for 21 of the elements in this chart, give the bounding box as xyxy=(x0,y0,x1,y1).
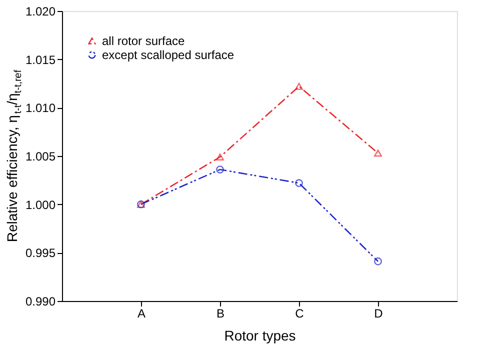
point xyxy=(216,166,224,174)
y-axis-title: Relative efficiency, ηt-t/ηt-t,ref xyxy=(4,70,24,242)
x-tick-label: C xyxy=(295,306,304,320)
y-tick-label: 1.000 xyxy=(25,198,56,212)
y-tick-label: 0.995 xyxy=(25,246,56,260)
point xyxy=(374,150,382,157)
y-tick-label: 1.010 xyxy=(25,101,56,116)
y-tick-label: 1.005 xyxy=(25,150,56,164)
x-axis-title: Rotor types xyxy=(224,328,296,344)
legend-label: except scalloped surface xyxy=(102,48,234,62)
point xyxy=(216,153,224,160)
y-tick-label: 1.015 xyxy=(25,52,56,67)
x-tick-label: D xyxy=(374,306,384,320)
x-tick-label: B xyxy=(216,306,225,320)
y-tick-label: 0.990 xyxy=(25,294,56,308)
point xyxy=(295,82,303,90)
y-tick-label: 1.020 xyxy=(25,4,56,18)
x-tick-label: A xyxy=(137,306,146,320)
legend-label: all rotor surface xyxy=(102,34,186,48)
point xyxy=(295,179,303,188)
point xyxy=(374,257,382,266)
